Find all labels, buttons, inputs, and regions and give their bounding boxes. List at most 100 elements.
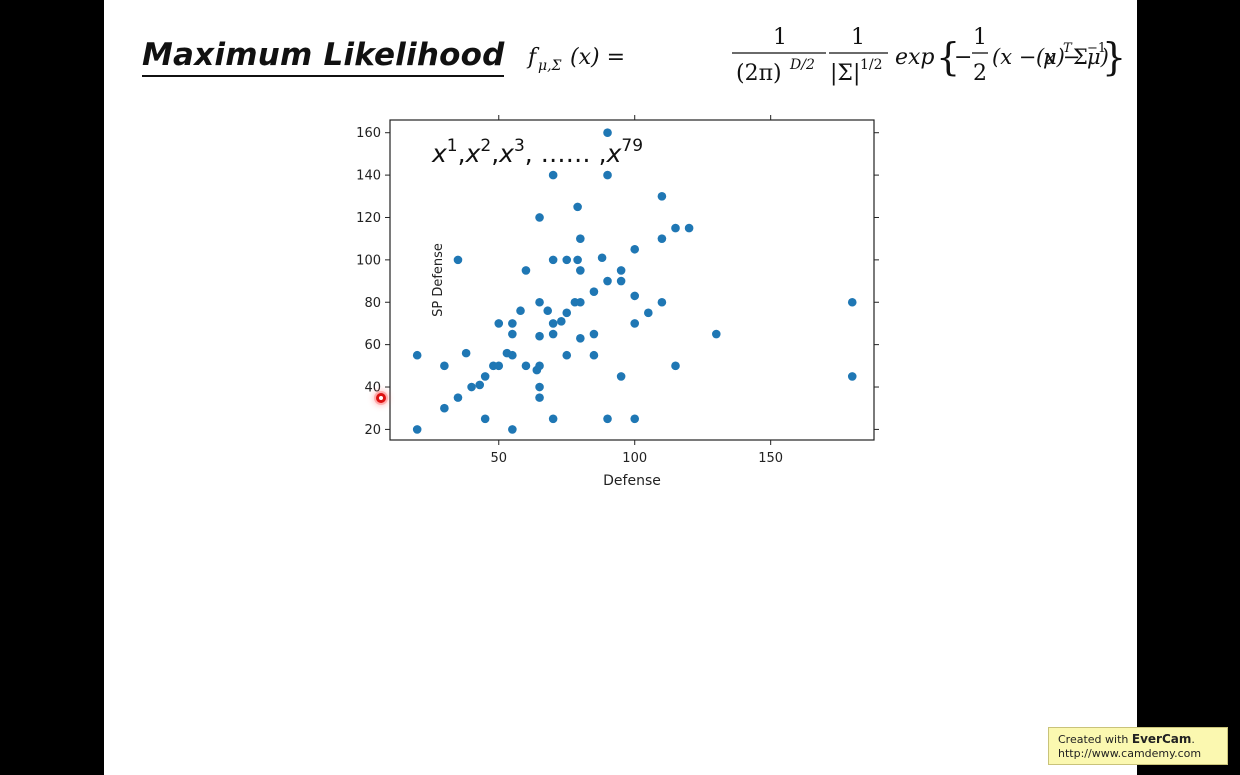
scatter-point bbox=[440, 361, 449, 371]
plot-frame bbox=[389, 119, 875, 441]
annotation-base: x bbox=[431, 139, 447, 168]
annotation-superscript: 79 bbox=[621, 136, 643, 156]
scatter-point bbox=[562, 308, 572, 318]
scatter-point bbox=[603, 128, 612, 138]
scatter-point bbox=[508, 350, 517, 360]
scatter-point bbox=[630, 291, 640, 301]
slide-title: Maximum Likelihood bbox=[142, 36, 505, 77]
scatter-point bbox=[603, 276, 612, 286]
scatter-point bbox=[557, 317, 566, 326]
right-brace: } bbox=[1102, 35, 1124, 79]
annotation-superscript: 3 bbox=[514, 136, 525, 156]
scatter-point bbox=[576, 266, 585, 275]
annotation-separator: , bbox=[458, 139, 466, 168]
scatter-point bbox=[630, 244, 640, 254]
scatter-point bbox=[535, 382, 544, 392]
x-axis: 50 100 150 bbox=[490, 115, 783, 466]
scatter-point bbox=[597, 253, 607, 263]
scatter-point bbox=[589, 287, 599, 296]
fraction1-numerator: 1 bbox=[773, 25, 787, 50]
sample-sequence-annotation: x1,x2,x3, …… ,x79 bbox=[431, 136, 643, 168]
y-tick-label: 80 bbox=[364, 296, 381, 311]
scatter-point bbox=[573, 202, 582, 212]
y-tick-label: 120 bbox=[356, 211, 381, 226]
scatter-point bbox=[467, 382, 476, 392]
scatter-point bbox=[576, 297, 585, 307]
scatter-point bbox=[644, 308, 653, 318]
scatter-point bbox=[543, 306, 553, 316]
scatter-point bbox=[657, 191, 667, 201]
scatter-point bbox=[562, 350, 572, 360]
scatter-point bbox=[453, 255, 463, 265]
scatter-point bbox=[461, 348, 471, 358]
y-tick-label: 160 bbox=[356, 126, 381, 141]
y-axis-label: SP Defense bbox=[431, 243, 446, 317]
scatter-point bbox=[521, 266, 531, 275]
exp-function: exp bbox=[895, 45, 935, 70]
scatter-point bbox=[657, 297, 667, 307]
scatter-point bbox=[603, 170, 612, 180]
scatter-point bbox=[412, 425, 422, 434]
y-tick-label: 100 bbox=[356, 253, 381, 268]
scatter-point bbox=[548, 329, 558, 339]
fraction1-denominator-exponent: D/2 bbox=[789, 57, 815, 73]
scatter-point bbox=[684, 223, 694, 233]
scatter-point bbox=[508, 425, 517, 434]
scatter-point bbox=[573, 255, 582, 265]
inverse-exponent: −1 bbox=[1087, 41, 1106, 56]
y-tick-label: 20 bbox=[364, 423, 381, 438]
formula-lhs-subscript: μ,Σ bbox=[538, 58, 562, 74]
y-axis: 20 40 60 80 100 120 140 160 bbox=[356, 126, 879, 438]
formula-lhs-argument: (x) = bbox=[570, 45, 625, 70]
scatter-point bbox=[616, 276, 626, 286]
scatter-point bbox=[671, 361, 680, 371]
scatter-point bbox=[494, 319, 504, 328]
scatter-point bbox=[657, 234, 667, 243]
scatter-point bbox=[535, 361, 544, 371]
scatter-point bbox=[453, 393, 463, 402]
scatter-point bbox=[630, 414, 640, 424]
quadratic-right: (x − μ) bbox=[1036, 45, 1109, 69]
fraction2-denominator: |Σ| bbox=[830, 61, 860, 86]
gaussian-density-formula: f μ,Σ (x) = 1 (2π) D/2 1 |Σ| 1/2 exp { −… bbox=[526, 25, 1106, 86]
annotation-superscript: 1 bbox=[447, 136, 458, 156]
scatter-point bbox=[475, 380, 485, 390]
annotation-separator: , …… , bbox=[525, 139, 607, 168]
annotation-separator: , bbox=[491, 139, 499, 168]
x-tick-label: 50 bbox=[490, 451, 507, 466]
scatter-points bbox=[412, 128, 857, 434]
x-tick-label: 150 bbox=[758, 451, 783, 466]
x-tick-label: 100 bbox=[622, 451, 647, 466]
scatter-point bbox=[603, 414, 612, 424]
scatter-point bbox=[480, 372, 490, 381]
scatter-point bbox=[616, 372, 626, 381]
scatter-point bbox=[535, 213, 544, 222]
left-brace: { bbox=[936, 35, 960, 79]
scatter-point bbox=[630, 319, 640, 328]
slide: Maximum Likelihood f μ,Σ (x) = 1 (2π) D/… bbox=[104, 0, 1228, 775]
annotation-base: x bbox=[465, 139, 481, 168]
annotation-base: x bbox=[606, 139, 622, 168]
transpose-exponent: T bbox=[1063, 41, 1073, 56]
half-numerator: 1 bbox=[973, 25, 987, 50]
fraction2-denominator-exponent: 1/2 bbox=[860, 57, 883, 73]
scatter-point bbox=[847, 297, 857, 307]
scatter-point bbox=[521, 361, 531, 371]
quadratic-left: (x − μ) bbox=[992, 45, 1065, 69]
scatter-point bbox=[548, 255, 558, 265]
scatter-point bbox=[412, 350, 422, 360]
minus-sign: − bbox=[954, 45, 972, 70]
scatter-point bbox=[576, 234, 585, 243]
scatter-point bbox=[508, 329, 517, 339]
annotation-superscript: 2 bbox=[480, 136, 491, 156]
half-denominator: 2 bbox=[973, 61, 987, 86]
scatter-point bbox=[480, 414, 490, 424]
scatter-point bbox=[562, 255, 572, 265]
scatter-point bbox=[440, 403, 449, 413]
watermark-url: http://www.camdemy.com bbox=[1058, 747, 1202, 760]
annotation-base: x bbox=[498, 139, 514, 168]
watermark-suffix: . bbox=[1191, 733, 1195, 746]
y-tick-label: 60 bbox=[364, 338, 381, 353]
presenter-cursor-icon bbox=[376, 393, 386, 403]
